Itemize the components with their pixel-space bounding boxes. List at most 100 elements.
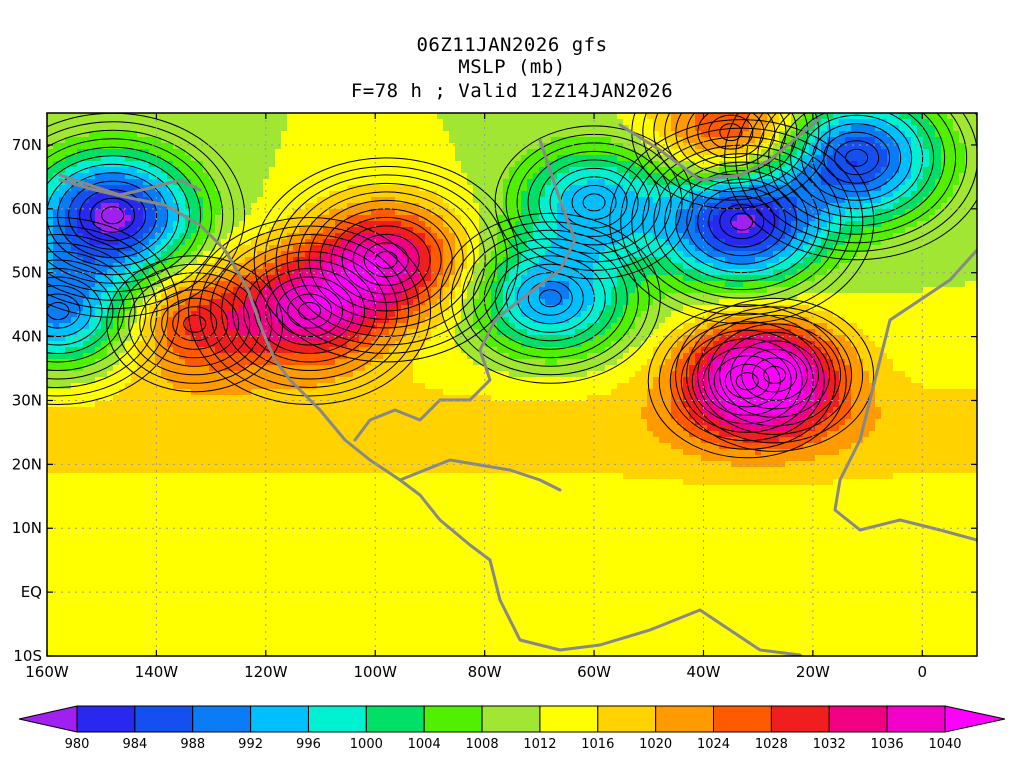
field-cell: [371, 359, 378, 366]
field-cell: [203, 449, 210, 456]
field-cell: [155, 479, 162, 486]
field-cell: [347, 335, 354, 342]
field-cell: [143, 401, 150, 408]
field-cell: [47, 197, 54, 204]
field-cell: [161, 215, 168, 222]
field-cell: [287, 455, 294, 462]
field-cell: [347, 239, 354, 246]
field-cell: [293, 389, 300, 396]
field-cell: [371, 197, 378, 204]
field-cell: [353, 155, 360, 162]
field-cell: [371, 455, 378, 462]
field-cell: [53, 317, 60, 324]
field-cell: [161, 341, 168, 348]
field-cell: [95, 623, 102, 630]
field-cell: [353, 497, 360, 504]
field-cell: [179, 437, 186, 444]
field-cell: [83, 545, 90, 552]
field-cell: [143, 239, 150, 246]
field-cell: [173, 353, 180, 360]
field-cell: [305, 593, 312, 600]
field-cell: [275, 581, 282, 588]
field-cell: [323, 155, 330, 162]
field-cell: [263, 527, 270, 534]
field-cell: [179, 413, 186, 420]
field-cell: [119, 317, 126, 324]
field-cell: [203, 617, 210, 624]
field-cell: [161, 647, 168, 654]
field-cell: [347, 623, 354, 630]
field-cell: [335, 131, 342, 138]
field-cell: [299, 203, 306, 210]
field-cell: [101, 227, 108, 234]
field-cell: [191, 209, 198, 216]
field-cell: [227, 293, 234, 300]
field-cell: [197, 275, 204, 282]
field-cell: [209, 203, 216, 210]
field-cell: [371, 473, 378, 480]
field-cell: [341, 515, 348, 522]
field-cell: [53, 449, 60, 456]
field-cell: [305, 647, 312, 654]
field-cell: [251, 395, 258, 402]
field-cell: [233, 587, 240, 594]
field-cell: [191, 581, 198, 588]
field-cell: [293, 407, 300, 414]
field-cell: [101, 293, 108, 300]
field-cell: [275, 605, 282, 612]
field-cell: [245, 443, 252, 450]
field-cell: [335, 509, 342, 516]
field-cell: [101, 377, 108, 384]
field-cell: [281, 275, 288, 282]
field-cell: [359, 119, 366, 126]
field-cell: [275, 185, 282, 192]
field-cell: [179, 581, 186, 588]
field-cell: [137, 557, 144, 564]
field-cell: [269, 521, 276, 528]
field-cell: [317, 131, 324, 138]
field-cell: [305, 233, 312, 240]
field-cell: [77, 569, 84, 576]
field-cell: [137, 539, 144, 546]
field-cell: [233, 509, 240, 516]
field-cell: [185, 125, 192, 132]
field-cell: [335, 485, 342, 492]
field-cell: [47, 263, 54, 270]
field-cell: [323, 509, 330, 516]
field-cell: [83, 443, 90, 450]
field-cell: [347, 605, 354, 612]
field-cell: [275, 569, 282, 576]
field-cell: [83, 401, 90, 408]
field-cell: [155, 533, 162, 540]
field-cell: [305, 569, 312, 576]
field-cell: [71, 245, 78, 252]
field-cell: [107, 401, 114, 408]
field-cell: [269, 653, 276, 656]
field-cell: [299, 539, 306, 546]
field-cell: [371, 119, 378, 126]
field-cell: [353, 209, 360, 216]
field-cell: [317, 245, 324, 252]
field-cell: [353, 515, 360, 522]
field-cell: [101, 365, 108, 372]
field-cell: [227, 167, 234, 174]
field-cell: [221, 605, 228, 612]
field-cell: [269, 125, 276, 132]
field-cell: [173, 419, 180, 426]
field-cell: [65, 419, 72, 426]
field-cell: [95, 341, 102, 348]
field-cell: [101, 233, 108, 240]
field-cell: [167, 419, 174, 426]
field-cell: [335, 179, 342, 186]
field-cell: [143, 443, 150, 450]
field-cell: [221, 377, 228, 384]
field-cell: [53, 551, 60, 558]
field-cell: [347, 155, 354, 162]
field-cell: [179, 251, 186, 258]
field-cell: [71, 647, 78, 654]
field-cell: [191, 425, 198, 432]
field-cell: [269, 539, 276, 546]
field-cell: [179, 455, 186, 462]
field-cell: [233, 341, 240, 348]
field-cell: [113, 383, 120, 390]
